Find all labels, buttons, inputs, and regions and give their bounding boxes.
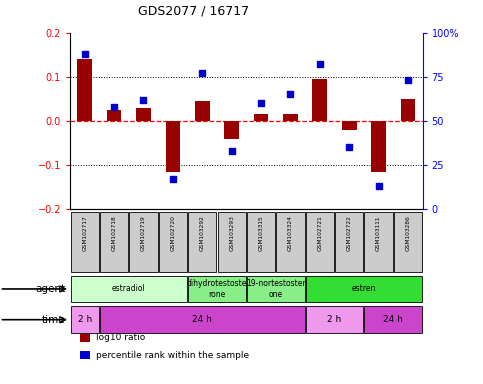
Point bbox=[316, 61, 324, 68]
Text: estren: estren bbox=[352, 285, 376, 293]
FancyBboxPatch shape bbox=[335, 212, 363, 272]
Point bbox=[257, 100, 265, 106]
FancyBboxPatch shape bbox=[100, 212, 128, 272]
FancyBboxPatch shape bbox=[71, 306, 99, 333]
Text: GSM102720: GSM102720 bbox=[170, 215, 175, 252]
FancyBboxPatch shape bbox=[71, 276, 187, 302]
Text: GSM102717: GSM102717 bbox=[82, 215, 87, 251]
Bar bbox=[224, 121, 239, 139]
Text: GSM103292: GSM103292 bbox=[200, 215, 205, 252]
Text: GSM103324: GSM103324 bbox=[288, 215, 293, 252]
FancyBboxPatch shape bbox=[306, 276, 422, 302]
Text: log10 ratio: log10 ratio bbox=[96, 333, 145, 343]
FancyBboxPatch shape bbox=[188, 212, 216, 272]
Point bbox=[81, 51, 88, 57]
Point bbox=[345, 144, 353, 151]
Point bbox=[228, 148, 236, 154]
Text: GSM103286: GSM103286 bbox=[405, 215, 411, 251]
FancyBboxPatch shape bbox=[217, 212, 246, 272]
FancyBboxPatch shape bbox=[365, 306, 422, 333]
Point bbox=[169, 176, 177, 182]
Point bbox=[286, 91, 294, 98]
FancyBboxPatch shape bbox=[159, 212, 187, 272]
Text: 2 h: 2 h bbox=[327, 315, 341, 324]
FancyBboxPatch shape bbox=[129, 212, 157, 272]
Text: 19-nortestoster
one: 19-nortestoster one bbox=[246, 279, 306, 299]
Bar bbox=[313, 79, 327, 121]
FancyBboxPatch shape bbox=[306, 306, 363, 333]
FancyBboxPatch shape bbox=[71, 212, 99, 272]
Text: time: time bbox=[42, 314, 65, 325]
Text: percentile rank within the sample: percentile rank within the sample bbox=[96, 351, 249, 360]
Bar bbox=[195, 101, 210, 121]
FancyBboxPatch shape bbox=[100, 306, 304, 333]
Bar bbox=[166, 121, 180, 172]
FancyBboxPatch shape bbox=[306, 212, 334, 272]
Text: 24 h: 24 h bbox=[192, 315, 212, 324]
Bar bbox=[342, 121, 356, 130]
FancyBboxPatch shape bbox=[188, 276, 246, 302]
Text: GSM102718: GSM102718 bbox=[112, 215, 116, 251]
Text: GSM102721: GSM102721 bbox=[317, 215, 322, 251]
Text: estradiol: estradiol bbox=[112, 285, 146, 293]
Bar bbox=[254, 114, 269, 121]
FancyBboxPatch shape bbox=[394, 212, 422, 272]
Bar bbox=[77, 59, 92, 121]
Text: 2 h: 2 h bbox=[78, 315, 92, 324]
Point bbox=[110, 104, 118, 110]
Text: GSM102719: GSM102719 bbox=[141, 215, 146, 251]
Point bbox=[199, 70, 206, 76]
Bar bbox=[400, 99, 415, 121]
Point bbox=[404, 77, 412, 83]
Bar bbox=[107, 110, 121, 121]
FancyBboxPatch shape bbox=[247, 276, 304, 302]
Text: GSM102722: GSM102722 bbox=[347, 215, 352, 252]
FancyBboxPatch shape bbox=[365, 212, 393, 272]
FancyBboxPatch shape bbox=[247, 212, 275, 272]
Text: GSM103293: GSM103293 bbox=[229, 215, 234, 252]
FancyBboxPatch shape bbox=[276, 212, 304, 272]
Point bbox=[375, 183, 383, 189]
Text: agent: agent bbox=[35, 284, 65, 294]
Bar bbox=[371, 121, 386, 172]
Text: GSM103315: GSM103315 bbox=[258, 215, 264, 251]
Text: dihydrotestoste
rone: dihydrotestoste rone bbox=[187, 279, 247, 299]
Text: GDS2077 / 16717: GDS2077 / 16717 bbox=[138, 4, 249, 17]
Text: GSM103111: GSM103111 bbox=[376, 215, 381, 251]
Bar bbox=[136, 108, 151, 121]
Bar bbox=[283, 114, 298, 121]
Point bbox=[140, 97, 147, 103]
Text: 24 h: 24 h bbox=[384, 315, 403, 324]
